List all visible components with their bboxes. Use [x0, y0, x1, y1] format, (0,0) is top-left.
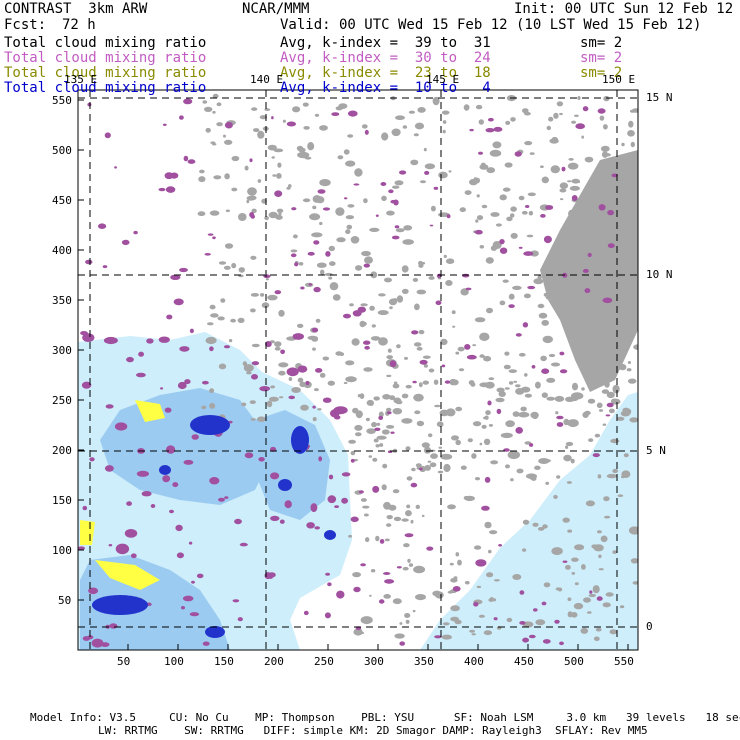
- model-title: CONTRAST 3km ARW: [4, 1, 148, 17]
- lon-label-145e: 145 E: [426, 73, 460, 86]
- legend-name-2: Total cloud mixing ratio: [4, 50, 207, 66]
- forecast-label: Fcst:: [4, 17, 47, 33]
- y-tick-label: 500: [52, 144, 72, 157]
- x-tick-label: 400: [464, 655, 484, 668]
- forecast-hour: 72 h: [62, 17, 96, 33]
- lat-lon-grid: [78, 90, 638, 650]
- y-tick-label: 250: [52, 394, 72, 407]
- x-tick-label: 450: [514, 655, 534, 668]
- legend-range-1: Avg, k-index = 39 to 31: [280, 35, 491, 51]
- lon-label-135e: 135 E: [64, 73, 98, 86]
- lon-label-140e: 140 E: [250, 73, 284, 86]
- high-cloud-plume: [540, 150, 638, 392]
- legend-range-4: Avg, k-index = 10 to 4: [280, 80, 491, 96]
- x-tick-label: 350: [414, 655, 434, 668]
- y-tick-label: 350: [52, 294, 72, 307]
- x-tick-label: 150: [214, 655, 234, 668]
- y-tick-label: 450: [52, 194, 72, 207]
- legend-range-2: Avg, k-index = 30 to 24: [280, 50, 491, 66]
- legend-sm-2: sm= 2: [580, 50, 623, 66]
- x-tick-label: 300: [364, 655, 384, 668]
- lon-label-150e: 150 E: [602, 73, 636, 86]
- lat-label-15n: 15 N: [646, 91, 673, 104]
- axis-ticks: [78, 99, 629, 650]
- y-tick-label: 400: [52, 244, 72, 257]
- model-info-line-2: LW: RRTMG SW: RRTMG DIFF: simple KM: 2D …: [98, 724, 648, 737]
- y-tick-label: 550: [52, 94, 72, 107]
- legend-sm-3: sm= 2: [580, 65, 623, 81]
- lat-label-10n: 10 N: [646, 268, 673, 281]
- legend-name-4: Total cloud mixing ratio: [4, 80, 207, 96]
- legend-name-3: Total cloud mixing ratio: [4, 65, 207, 81]
- shallow-cloud-dense-2: [255, 410, 330, 520]
- x-tick-label: 100: [164, 655, 184, 668]
- y-tick-label: 150: [52, 494, 72, 507]
- map-frame: [77, 89, 639, 651]
- y-tick-label: 300: [52, 344, 72, 357]
- x-tick-label: 500: [564, 655, 584, 668]
- y-tick-label: 100: [52, 544, 72, 557]
- y-tick-label: 50: [58, 594, 72, 607]
- x-tick-label: 50: [117, 655, 131, 668]
- legend-name-1: Total cloud mixing ratio: [4, 35, 207, 51]
- x-tick-label: 550: [614, 655, 634, 668]
- convective-cores: [92, 415, 336, 638]
- lat-label-5n: 5 N: [646, 444, 666, 457]
- high-cloud-layer: [540, 150, 638, 392]
- shallow-cloud-east: [420, 392, 638, 650]
- x-tick-label: 200: [264, 655, 284, 668]
- init-time: Init: 00 UTC Sun 12 Feb 12: [514, 1, 734, 17]
- lat-label-0: 0: [646, 620, 653, 633]
- legend-range-3: Avg, k-index = 23 to 18: [280, 65, 491, 81]
- organization: NCAR/MMM: [242, 1, 310, 17]
- valid-time: Valid: 00 UTC Wed 15 Feb 12 (10 LST Wed …: [280, 17, 702, 33]
- model-info-line-1: Model Info: V3.5 CU: No Cu MP: Thompson …: [30, 711, 740, 724]
- low-cloud-layer: [80, 400, 165, 590]
- legend-sm-1: sm= 2: [580, 35, 623, 51]
- y-tick-label: 200: [52, 444, 72, 457]
- x-tick-label: 250: [314, 655, 334, 668]
